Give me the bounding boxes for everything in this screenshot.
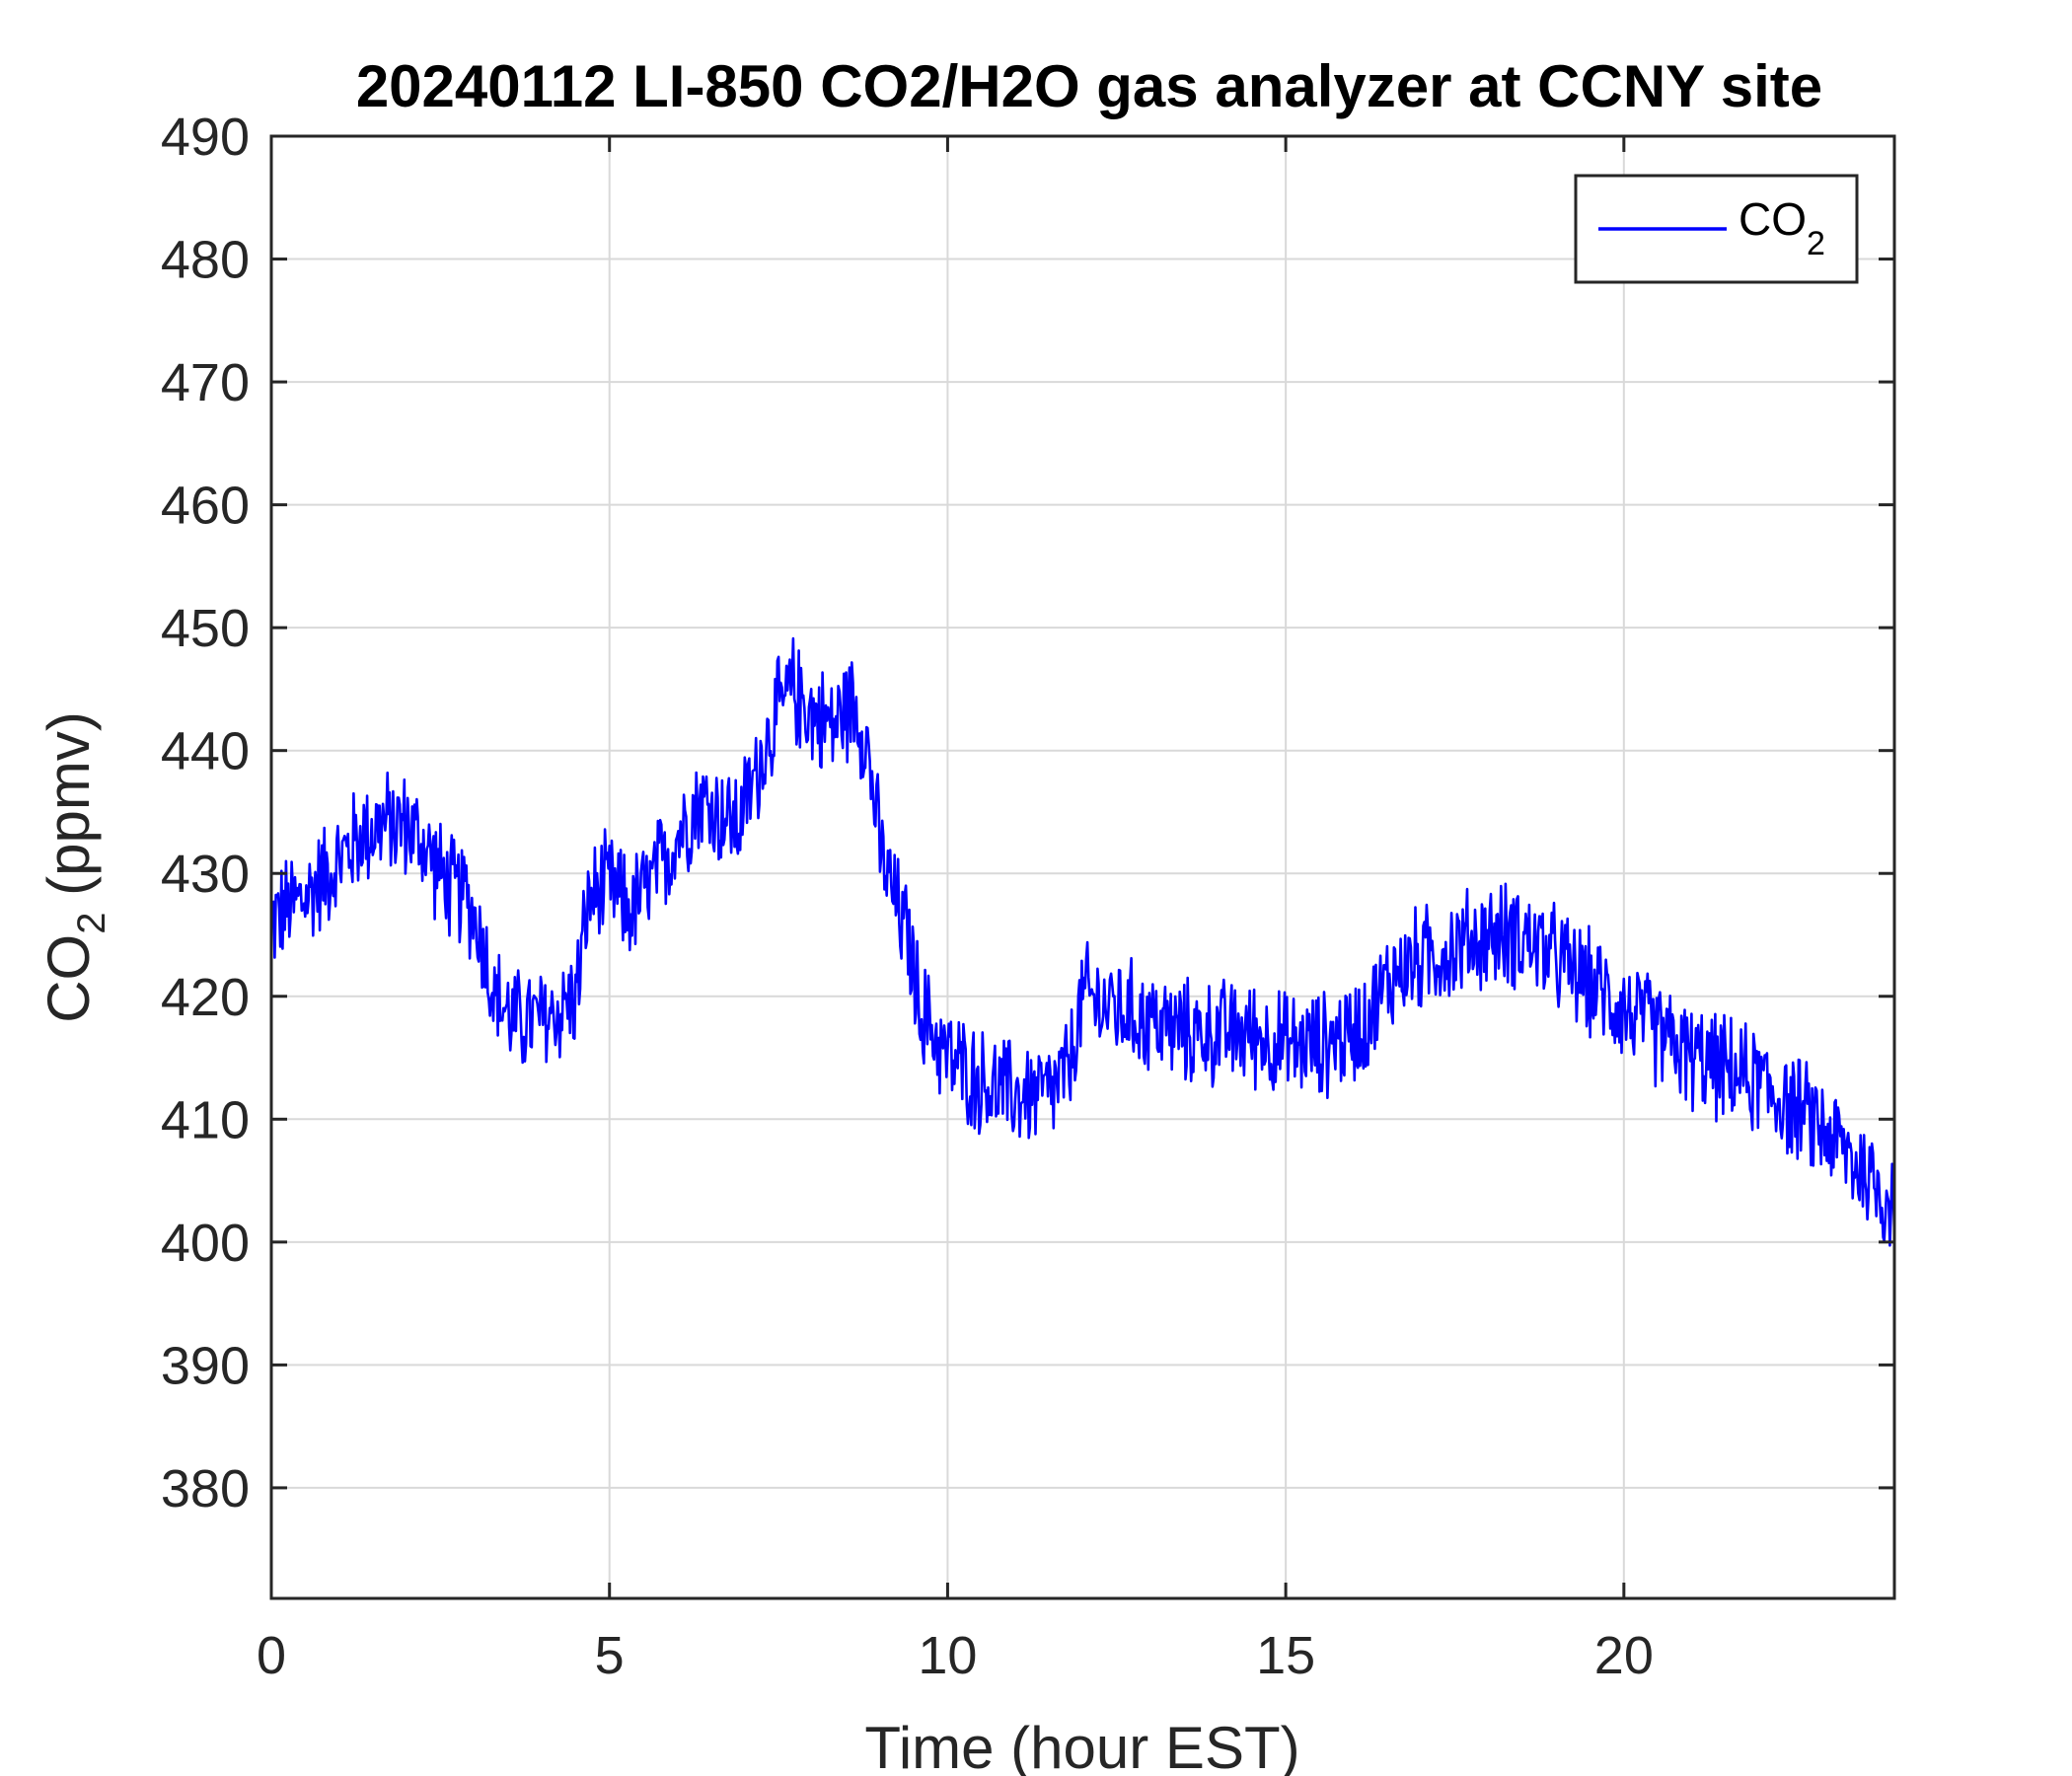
- y-axis-label-suffix: (ppmv): [36, 711, 102, 912]
- x-tick-label: 10: [918, 1626, 977, 1685]
- y-axis-label-base: CO: [36, 934, 102, 1023]
- co2-series-line: [269, 636, 1896, 1247]
- y-tick-labels: 380 390 400 410 420 430 440 450 460 470 480 490: [161, 108, 250, 1518]
- y-tick-label: 450: [161, 599, 250, 658]
- chart-title: 20240112 LI-850 CO2/H2O gas analyzer at …: [356, 53, 1822, 119]
- y-axis-label: CO2 (ppmv): [36, 711, 113, 1023]
- x-axis-label: Time (hour EST): [864, 1715, 1299, 1776]
- x-tick-label: 0: [257, 1626, 286, 1685]
- x-tick-label: 20: [1594, 1626, 1654, 1685]
- y-tick-label: 390: [161, 1336, 250, 1395]
- y-tick-label: 410: [161, 1090, 250, 1149]
- y-tick-label: 380: [161, 1459, 250, 1518]
- y-tick-label: 460: [161, 477, 250, 536]
- legend-label: CO2: [1739, 193, 1825, 262]
- axis-ticks: [269, 134, 1894, 1598]
- y-tick-label: 440: [161, 722, 250, 781]
- y-tick-label: 480: [161, 231, 250, 290]
- y-tick-label: 420: [161, 968, 250, 1027]
- y-tick-label: 470: [161, 353, 250, 412]
- x-tick-label: 5: [595, 1626, 625, 1685]
- series-group: [269, 636, 1896, 1247]
- y-tick-label: 400: [161, 1214, 250, 1273]
- y-tick-label: 490: [161, 108, 250, 167]
- x-tick-labels: 0 5 10 15 20: [257, 1626, 1654, 1685]
- plot-frame: [269, 134, 1896, 1600]
- legend: CO2: [1574, 174, 1859, 284]
- y-axis-label-subscript: 2: [70, 913, 113, 934]
- legend-label-base: CO: [1739, 193, 1807, 245]
- legend-label-subscript: 2: [1807, 225, 1825, 262]
- x-tick-label: 15: [1256, 1626, 1315, 1685]
- y-tick-label: 430: [161, 845, 250, 904]
- plot-area: [271, 136, 1894, 1598]
